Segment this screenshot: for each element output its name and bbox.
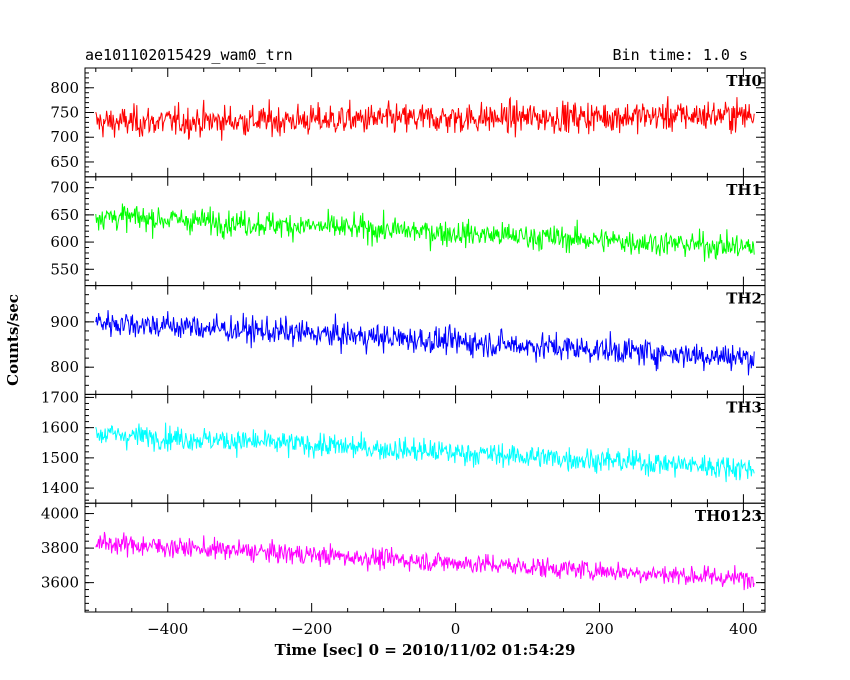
x-tick-label: 200	[585, 620, 614, 638]
panel-name-label: TH3	[726, 398, 762, 416]
panel-name-label: TH0	[726, 72, 762, 90]
chart-title-right: Bin time: 1.0 s	[613, 46, 748, 64]
series-line-th0123	[95, 531, 755, 591]
y-tick-label: 800	[50, 358, 79, 376]
y-tick-label: 4000	[41, 505, 79, 523]
x-tick-label: 0	[451, 620, 461, 638]
y-tick-label: 650	[50, 153, 79, 171]
panel-frame	[84, 502, 766, 613]
x-axis-label: Time [sec] 0 = 2010/11/02 01:54:29	[275, 641, 576, 659]
y-tick-label: 900	[50, 313, 79, 331]
y-tick-label: 1400	[41, 479, 79, 497]
x-axis: −400 −200 0 200 400	[147, 620, 758, 638]
y-tick-label: 1600	[41, 419, 79, 437]
series-line-th3	[95, 422, 755, 483]
panel-th0123: 3600 3800 4000 TH0123	[41, 502, 766, 613]
series-line-th0	[95, 96, 755, 141]
y-tick-label: 1500	[41, 449, 79, 467]
series-line-th1	[95, 203, 755, 262]
y-tick-label: 800	[50, 79, 79, 97]
panel-th2: 800 900 TH2	[50, 285, 766, 395]
y-tick-label: 700	[50, 128, 79, 146]
series-line-th2	[95, 310, 755, 376]
panels-group: 650 700 750 800 TH0 550 600 650 700 TH1 800 900 TH2 1…	[41, 67, 766, 613]
y-axis-label: Counts/sec	[4, 294, 22, 386]
panel-th3: 1400 1500 1600 1700 TH3	[41, 388, 766, 504]
y-tick-label: 1700	[41, 388, 79, 406]
x-tick-label: 400	[729, 620, 758, 638]
panel-frame	[84, 285, 766, 395]
y-tick-label: 700	[50, 179, 79, 197]
panel-th0: 650 700 750 800 TH0	[50, 67, 766, 178]
y-tick-label: 600	[50, 233, 79, 251]
panel-frame	[84, 176, 766, 287]
x-tick-label: −200	[291, 620, 332, 638]
x-tick-label: −400	[147, 620, 188, 638]
y-tick-label: 750	[50, 104, 79, 122]
panel-name-label: TH0123	[695, 507, 762, 525]
panel-th1: 550 600 650 700 TH1	[50, 176, 766, 287]
y-tick-label: 3600	[41, 574, 79, 592]
panel-name-label: TH2	[726, 290, 762, 308]
chart-title-left: ae101102015429_wam0_trn	[85, 46, 293, 64]
panel-name-label: TH1	[726, 181, 762, 199]
y-tick-label: 3800	[41, 539, 79, 557]
y-tick-label: 550	[50, 260, 79, 278]
y-tick-label: 650	[50, 206, 79, 224]
